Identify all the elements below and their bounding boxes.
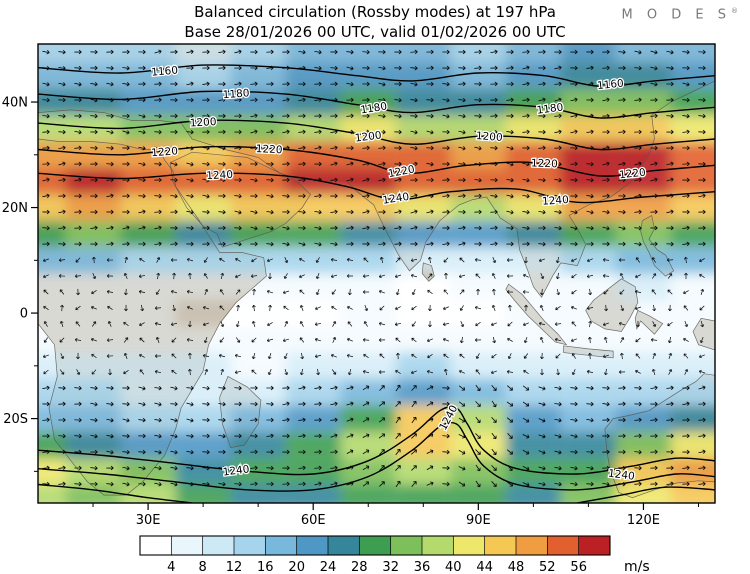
coastline-philippines: [640, 214, 675, 277]
title-line1: Balanced circulation (Rossby modes) at 1…: [194, 3, 556, 21]
colorbar-segment: [359, 536, 391, 555]
contour-label-1180: 1180: [536, 101, 564, 116]
colorbar-tick-label: 28: [351, 560, 368, 574]
contour-line-1220: [38, 145, 715, 177]
contour-label-1220: 1220: [531, 157, 558, 170]
colorbar-tick-label: 48: [508, 560, 525, 574]
colorbar-unit: m/s: [624, 559, 650, 574]
colorbar-segment: [140, 536, 172, 555]
colorbar-tick-label: 32: [382, 560, 399, 574]
coastline-sulawesi: [634, 309, 664, 335]
lat-tick-label: 20N: [2, 201, 28, 216]
lon-axis: 30E 60E 90E 120E: [92, 503, 699, 528]
coastline-sri-lanka: [421, 262, 435, 282]
colorbar-segment: [390, 536, 423, 555]
colorbar-tick-label: 56: [570, 560, 587, 574]
contour-labels: 1160 1160 1180 1180 1180 1200 1200 1200 1220 1220…: [150, 63, 648, 484]
lon-tick-label: 30E: [136, 513, 161, 528]
lon-tick-label: 120E: [627, 513, 660, 528]
colorbar-tick-label: 52: [539, 560, 556, 574]
modes-logo: M O D E S®: [622, 7, 738, 22]
colorbar-segment: [578, 536, 611, 555]
contour-label-1220: 1220: [619, 167, 647, 182]
contour-line-1240: [38, 483, 193, 503]
coastline-australia: [604, 373, 715, 499]
colorbar-segment: [547, 536, 579, 555]
coastline-new-guinea: [692, 317, 715, 351]
contour-label-1240: 1240: [222, 463, 250, 478]
contour-label-1200: 1200: [475, 130, 503, 144]
coastline-madagascar: [219, 375, 262, 448]
colorbar-segment: [171, 536, 203, 555]
contour-line-1240: [577, 486, 715, 503]
contour-label-1220: 1220: [256, 143, 283, 156]
contour-label-1180: 1180: [222, 87, 250, 101]
title-line2: Base 28/01/2026 00 UTC, valid 01/02/2026…: [184, 22, 566, 41]
colorbar-tick-label: 16: [257, 560, 274, 574]
modes-logo-text: M O D E S: [621, 7, 731, 23]
colorbar-tick-label: 40: [445, 560, 462, 574]
coastline-borneo: [585, 278, 639, 332]
colorbar-tick-label: 4: [167, 560, 175, 574]
colorbar-segment: [296, 536, 329, 555]
coastline-sumatra: [505, 283, 568, 346]
colorbar-labels: 4 8 12 16 20 24 28 32 36 40 44 48 52 56: [167, 560, 587, 574]
contour-line-1200: [38, 119, 715, 151]
colorbar-segment: [202, 536, 235, 555]
colorbar-tick-label: 8: [199, 560, 207, 574]
coastline-layer: [38, 44, 715, 499]
contour-label-1240: 1240: [206, 169, 233, 182]
colorbar-segment: [234, 536, 266, 555]
contour-label-1200: 1200: [354, 129, 382, 144]
colorbar-tick-label: 20: [288, 560, 305, 574]
lat-axis: 40N 20N 0 20S: [2, 96, 38, 472]
contour-label-1220: 1220: [151, 145, 179, 159]
contour-line-1240: [38, 406, 715, 476]
figure-title: Balanced circulation (Rossby modes) at 1…: [0, 3, 750, 42]
contour-label-1240: 1240: [607, 468, 635, 483]
contour-label-1200: 1200: [189, 116, 216, 129]
coastline-java: [563, 345, 614, 359]
registered-mark-icon: ®: [731, 7, 738, 15]
contour-label-1240: 1240: [542, 194, 570, 208]
map-frame: [37, 43, 716, 504]
lat-tick-label: 40N: [2, 96, 28, 111]
colorbar-tick-label: 44: [476, 560, 493, 574]
contour-label-1240: 1240: [382, 191, 410, 207]
colorbar-segment: [516, 536, 548, 555]
contour-label-1160: 1160: [597, 77, 625, 92]
colorbar-segment: [484, 536, 517, 555]
contour-line-1240: [38, 421, 715, 492]
colorbar-unit-label: m/s: [624, 559, 650, 574]
contour-label-1180: 1180: [360, 100, 388, 116]
colorbar-segment: [422, 536, 454, 555]
lon-tick-label: 90E: [466, 513, 491, 528]
colorbar-segment: [265, 536, 297, 555]
colorbar-tick-label: 12: [226, 560, 243, 574]
colorbar-segment: [328, 536, 360, 555]
contour-line-1160: [38, 64, 715, 88]
lat-tick-label: 0: [20, 307, 28, 322]
coastline-arabia: [169, 151, 311, 248]
contour-layer: [38, 64, 715, 503]
lat-tick-label: 20S: [3, 412, 28, 427]
lon-tick-label: 60E: [301, 513, 326, 528]
colorbar: [139, 535, 611, 556]
coastline-africa: [38, 138, 267, 496]
wind-arrows-layer: [42, 49, 706, 488]
contour-label-1160: 1160: [151, 64, 179, 78]
colorbar-segment: [453, 536, 485, 555]
colorbar-tick-label: 36: [414, 560, 431, 574]
colorbar-tick-label: 24: [320, 560, 337, 574]
contour-line-1180: [38, 90, 715, 119]
coastline-eurasia: [38, 44, 715, 298]
contour-line-1240: [38, 172, 715, 204]
